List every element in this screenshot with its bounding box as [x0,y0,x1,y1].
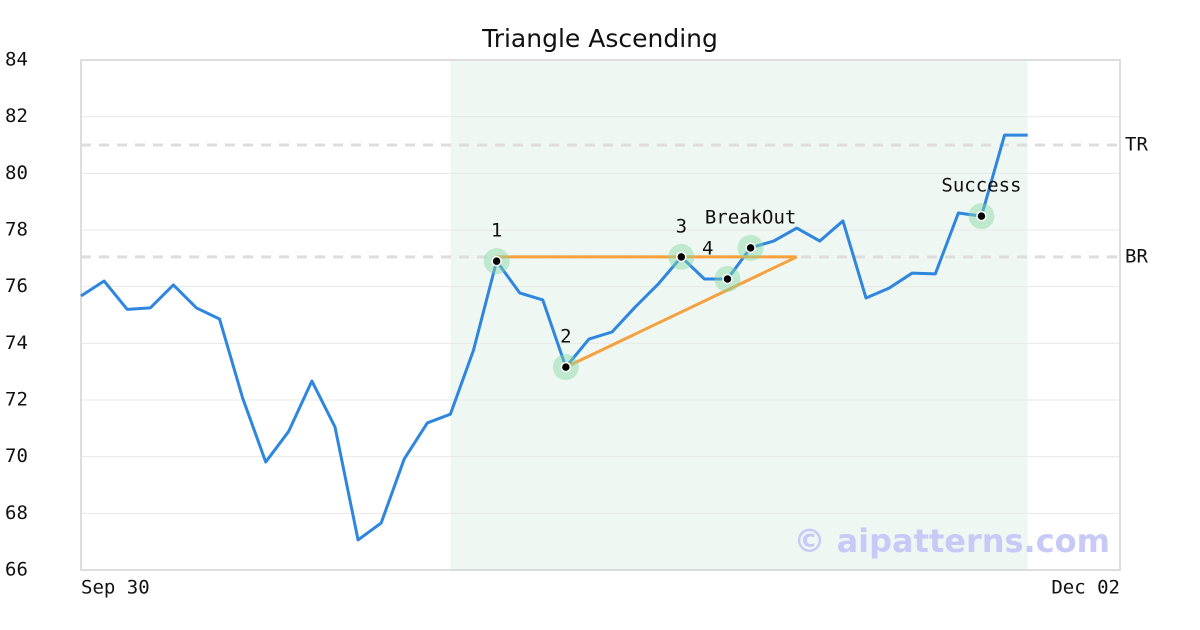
pattern-region [450,60,1028,570]
point-dot [676,251,687,263]
y-tick-label: 84 [5,49,28,71]
y-tick-label: 80 [5,162,28,184]
point-dot [976,210,987,222]
point-label: 2 [560,326,571,348]
y-tick-label: 82 [5,105,28,127]
level-label: TR [1125,134,1148,156]
y-tick-label: 76 [5,275,28,297]
pattern-line [565,255,798,369]
y-tick-label: 68 [5,502,28,524]
level-label: BR [1125,245,1148,267]
y-tick-label: 78 [5,219,28,241]
y-tick-label: 72 [5,389,28,411]
point-label: 4 [702,238,713,260]
y-tick-label: 70 [5,445,28,467]
y-tick-label: 66 [5,559,28,581]
x-tick-label: Dec 02 [1051,577,1120,599]
y-tick-label: 74 [5,332,28,354]
point-dot [745,242,756,254]
plot-frame [80,59,1121,571]
chart-title: Triangle Ascending [481,24,718,53]
point-label: Success [941,175,1021,197]
point-dot [491,255,502,267]
point-dot [560,361,572,373]
point-dot [722,273,733,285]
price-line [80,133,1028,542]
x-tick-label: Sep 30 [81,577,150,599]
point-label: 3 [676,215,687,237]
watermark: © aipatterns.com [793,522,1110,560]
point-label: BreakOut [705,206,797,228]
point-label: 1 [491,220,502,242]
